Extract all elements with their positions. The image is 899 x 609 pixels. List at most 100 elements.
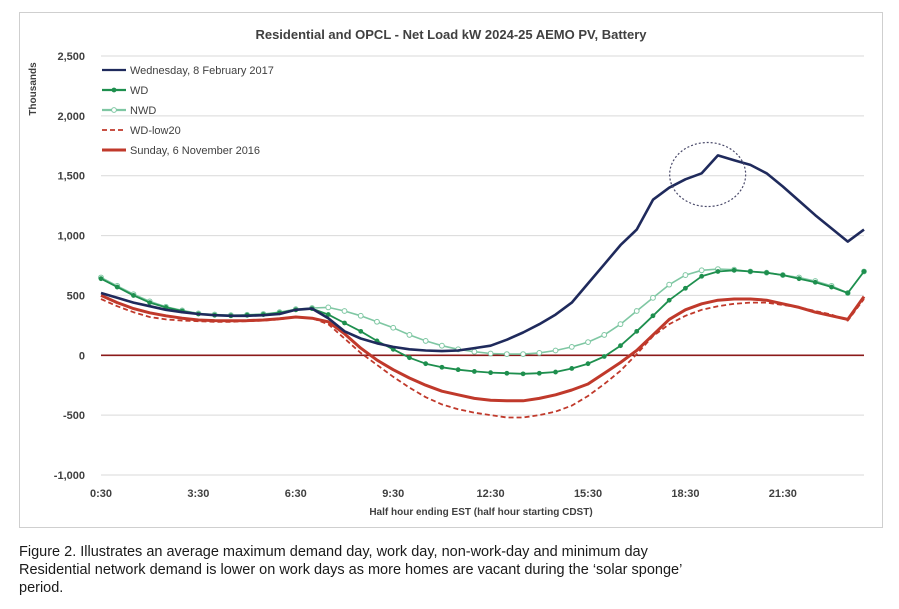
series-point xyxy=(601,354,607,359)
annotation-layer xyxy=(669,141,747,208)
y-tick-label: -1,000 xyxy=(54,470,85,482)
series-point xyxy=(715,269,721,274)
series-point xyxy=(504,370,510,376)
legend-label: Wednesday, 8 February 2017 xyxy=(130,65,274,77)
series-point xyxy=(698,267,705,274)
series-point xyxy=(585,339,591,346)
x-tick-label: 9:30 xyxy=(382,488,404,500)
series-point xyxy=(747,269,753,274)
series-point xyxy=(553,369,558,375)
legend-marker xyxy=(111,87,117,93)
figure-caption: Figure 2. Illustrates an average maximum… xyxy=(19,543,879,597)
series-point xyxy=(552,347,559,354)
x-tick-label: 21:30 xyxy=(769,488,797,500)
legend-label: WD xyxy=(130,85,148,97)
series-point xyxy=(439,364,445,370)
series-point xyxy=(666,297,672,303)
series-point xyxy=(147,300,153,306)
y-axis-label: Thousands xyxy=(28,62,39,116)
y-axis-ticks: 2,500 2,000 1,500 1,000 500 0 -500 -1,000 xyxy=(54,51,85,482)
series-point xyxy=(374,318,380,325)
series-point xyxy=(488,370,494,376)
legend-label: WD-low20 xyxy=(130,125,181,137)
legend-label: NWD xyxy=(130,105,156,117)
series-point xyxy=(634,328,640,334)
series-point xyxy=(569,366,575,371)
series-point xyxy=(683,285,688,291)
y-tick-label: 1,000 xyxy=(57,231,85,243)
chart-frame: Residential and OPCL - Net Load kW 2024-… xyxy=(19,12,883,528)
series-point xyxy=(812,279,818,285)
series-point xyxy=(439,342,445,349)
series-point xyxy=(568,344,575,350)
series-point xyxy=(764,270,769,276)
x-tick-label: 3:30 xyxy=(187,488,209,500)
x-tick-label: 6:30 xyxy=(285,488,307,500)
y-tick-label: 2,500 xyxy=(57,51,85,63)
series-point xyxy=(633,308,640,314)
series-point xyxy=(536,349,543,356)
series-line xyxy=(100,294,866,403)
series-point xyxy=(503,351,510,357)
series-point xyxy=(617,321,624,328)
series-nwd xyxy=(98,266,867,357)
series-point xyxy=(650,313,656,319)
highlight-ellipse xyxy=(669,141,747,208)
series-point xyxy=(829,284,834,290)
series-point xyxy=(666,281,673,288)
y-tick-label: 2,000 xyxy=(57,111,85,123)
series-point xyxy=(406,332,413,338)
series-point xyxy=(325,312,331,317)
series-point xyxy=(861,269,867,274)
series-point xyxy=(471,348,478,355)
series-point xyxy=(520,371,526,377)
caption-line-1: Figure 2. Illustrates an average maximum… xyxy=(19,544,648,560)
chart-title: Residential and OPCL - Net Load kW 2024-… xyxy=(255,27,647,42)
series-point xyxy=(471,369,477,374)
series-point xyxy=(357,312,364,319)
series-point xyxy=(358,328,364,334)
caption-line-2: Residential network demand is lower on w… xyxy=(19,562,683,578)
series-line xyxy=(100,154,865,353)
y-tick-label: 0 xyxy=(79,350,85,362)
x-axis-ticks: 0:30 3:30 6:30 9:30 12:30 15:30 18:30 21:30 xyxy=(90,488,797,500)
series-point xyxy=(682,272,689,278)
x-tick-label: 18:30 xyxy=(671,488,699,500)
x-tick-label: 15:30 xyxy=(574,488,602,500)
series-point xyxy=(650,294,656,301)
series-point xyxy=(342,320,347,326)
series-point xyxy=(618,343,623,349)
series-point xyxy=(780,272,786,278)
series-point xyxy=(407,355,412,361)
series-point xyxy=(131,293,136,298)
series-point xyxy=(341,308,348,314)
series-point xyxy=(699,273,705,279)
series-sunday-6-november-2016 xyxy=(100,294,866,403)
x-axis-label: Half hour ending EST (half hour starting… xyxy=(369,507,592,518)
series-point xyxy=(390,324,397,331)
series-wednesday-8-february-2017 xyxy=(100,154,865,353)
x-tick-label: 12:30 xyxy=(477,488,505,500)
series-point xyxy=(601,332,608,338)
series-point xyxy=(423,361,429,367)
series-point xyxy=(585,361,591,367)
series-point xyxy=(845,290,851,296)
series-line xyxy=(100,268,865,355)
net-load-chart: Residential and OPCL - Net Load kW 2024-… xyxy=(28,27,867,518)
y-tick-label: 500 xyxy=(67,290,85,302)
series-point xyxy=(114,284,120,290)
series-point xyxy=(520,351,526,357)
legend-marker xyxy=(111,107,117,113)
series-point xyxy=(98,276,104,282)
gridlines xyxy=(101,55,864,476)
legend-label: Sunday, 6 November 2016 xyxy=(130,145,260,157)
series-point xyxy=(536,370,542,376)
series-point xyxy=(796,276,802,282)
y-tick-label: 1,500 xyxy=(57,171,85,183)
series-point xyxy=(731,267,737,273)
series-point xyxy=(325,304,332,311)
x-tick-label: 0:30 xyxy=(90,488,112,500)
series-point xyxy=(487,350,494,357)
series-layer xyxy=(98,154,867,419)
y-tick-label: -500 xyxy=(63,410,85,422)
